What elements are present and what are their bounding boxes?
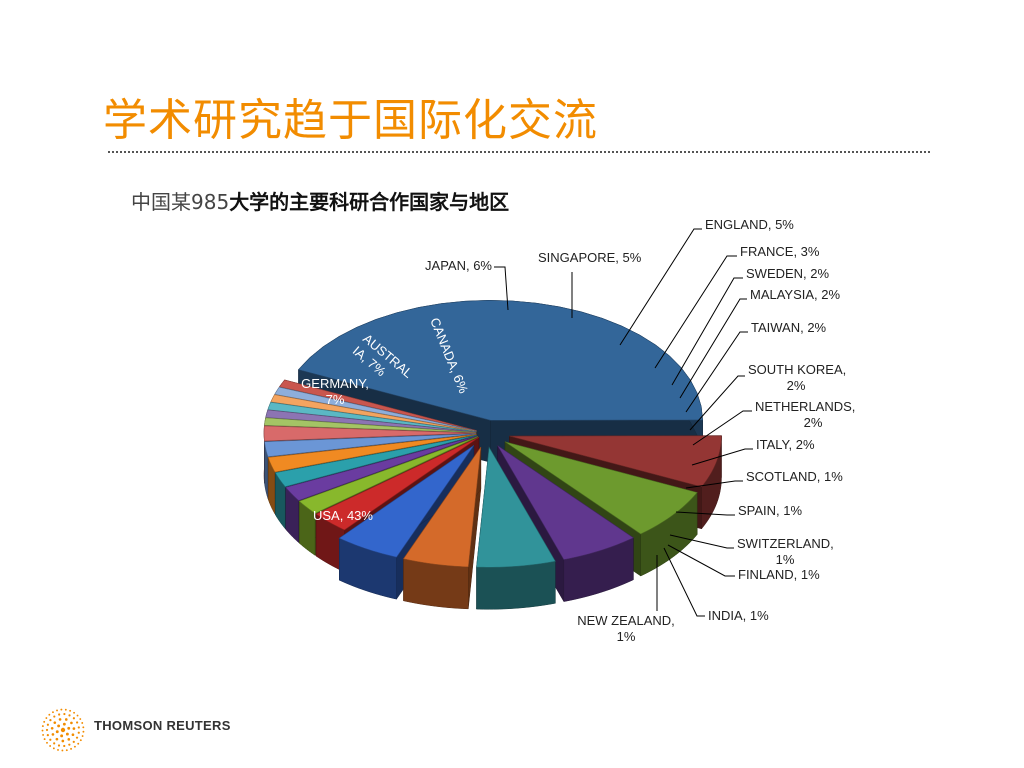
data-label-usa: USA, 43% [313, 508, 373, 523]
leader-line-malaysia [679, 298, 747, 399]
data-label-sweden: SWEDEN, 2% [746, 266, 830, 281]
leader-line-switzerland [669, 534, 734, 549]
pie-slice-singapore [402, 446, 482, 610]
data-label-singapore: SINGAPORE, 5% [538, 250, 642, 265]
data-label-japan: JAPAN, 6% [425, 258, 492, 273]
pie-slice-japan [476, 446, 556, 610]
leader-line-italy [691, 448, 753, 466]
leader-line-england [619, 228, 702, 346]
chart-title-main: 大学的主要科研合作国家与地区 [229, 190, 510, 214]
data-label-spain: SPAIN, 1% [738, 503, 803, 518]
data-label-germany: GERMANY, 7% [301, 376, 369, 407]
leader-line-spain [675, 511, 735, 516]
data-label-south-korea-pct: 2% [787, 378, 806, 393]
leader-line-netherlands [692, 410, 752, 446]
data-label-new-zealand: NEW ZEALAND, [577, 613, 675, 628]
leader-line-india [663, 547, 705, 617]
data-label-india: INDIA, 1% [708, 608, 769, 623]
data-label-netherlands-pct: 2% [804, 415, 823, 430]
chart-title-prefix: 中国某985 [131, 190, 230, 214]
leader-line-finland [667, 544, 735, 577]
data-label-netherlands: NETHERLANDS, [755, 399, 855, 414]
leader-line-sweden [671, 277, 743, 386]
title-divider [108, 151, 930, 153]
leader-line-japan [494, 266, 509, 311]
thomson-reuters-logo-icon [41, 708, 85, 752]
data-label-switzerland: SWITZERLAND, [737, 536, 834, 551]
data-label-scotland: SCOTLAND, 1% [746, 469, 843, 484]
chart-title: 中国某985大学的主要科研合作国家与地区 [131, 186, 509, 215]
data-label-france: FRANCE, 3% [740, 244, 820, 259]
data-label-england: ENGLAND, 5% [705, 217, 794, 232]
leader-line-france [654, 255, 737, 369]
logo-text: THOMSON REUTERS [94, 718, 231, 733]
leader-line-south-korea [689, 375, 745, 431]
leader-line-scotland [685, 480, 743, 489]
data-label-south-korea: SOUTH KOREA, [748, 362, 846, 377]
data-label-finland: FINLAND, 1% [738, 567, 820, 582]
leader-line-taiwan [685, 331, 748, 413]
slide-title: 学术研究趋于国际化交流 [103, 95, 598, 146]
data-label-italy: ITALY, 2% [756, 437, 815, 452]
data-label-switzerland-pct: 1% [776, 552, 795, 567]
data-label-taiwan: TAIWAN, 2% [751, 320, 827, 335]
data-label-malaysia: MALAYSIA, 2% [750, 287, 841, 302]
data-label-new-zealand-pct: 1% [617, 629, 636, 644]
